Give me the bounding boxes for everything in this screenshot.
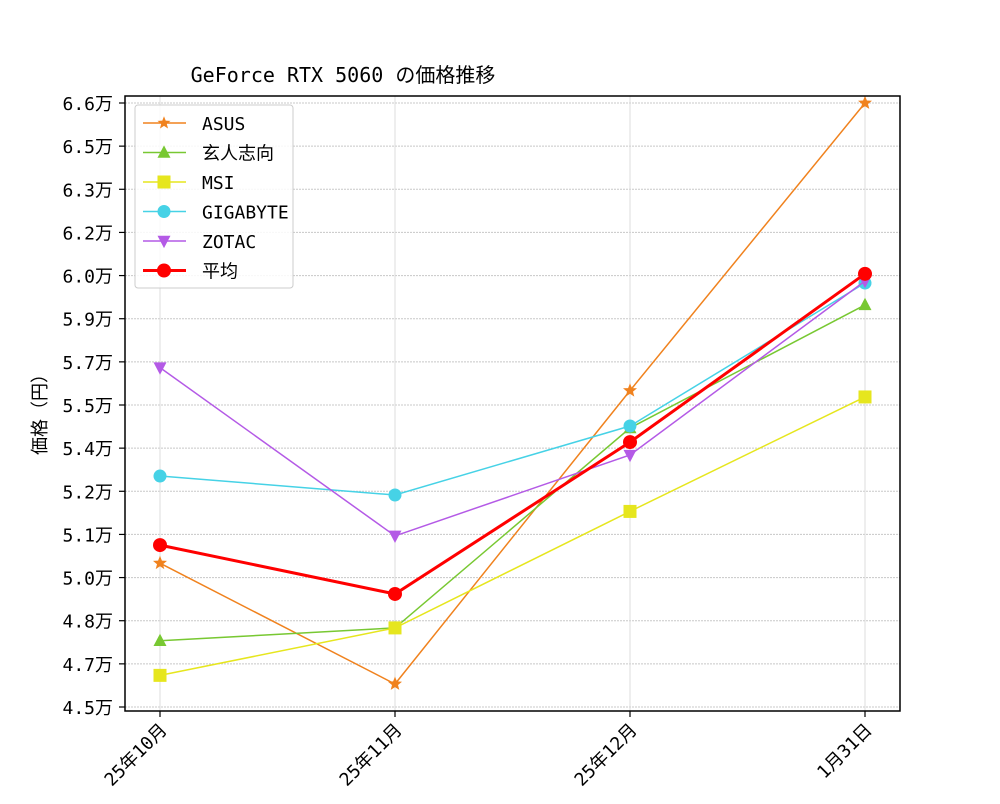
x-tick-label: 25年11月 [336,720,407,791]
legend-label: ZOTAC [202,232,256,253]
circle-marker [623,435,637,450]
circle-marker [858,266,872,281]
legend-box [134,104,294,289]
y-tick-label: 6.3万 [62,180,113,201]
series-line [159,304,866,642]
y-axis-label: 価格（円） [30,365,51,455]
x-tick-label: 25年12月 [571,720,642,791]
triangle-down-marker [153,362,167,375]
square-marker [858,390,872,404]
y-tick-label: 4.7万 [62,655,113,676]
triangle-down-marker [157,235,171,249]
legend-item: ASUS [143,114,245,135]
legend: ASUS 玄人志向 MSI GIGABYTE ZOTAC 平均 [134,104,294,289]
legend-label: GIGABYTE [202,203,289,224]
legend-label: MSI [202,173,235,194]
y-tick-label: 6.2万 [62,223,113,244]
y-tick-label: 5.1万 [62,525,113,546]
square-marker [157,175,171,189]
triangle-up-marker [153,633,167,647]
y-tick-label: 5.4万 [62,439,113,460]
circle-marker [623,419,637,433]
y-tick-label: 5.2万 [62,482,113,503]
y-tick-label: 6.5万 [62,137,113,158]
star-marker [858,95,872,109]
series-ASUS [153,95,872,690]
series-line [159,282,866,496]
x-axis: 25年10月 25年11月 25年12月 1月31日 [101,711,877,791]
series-平均 [153,266,872,601]
circle-marker [388,586,402,601]
y-tick-label: 5.9万 [62,310,113,331]
circle-marker [157,263,171,278]
series-GIGABYTE [153,276,872,502]
series-line [159,272,866,596]
x-tick-label: 1月31日 [813,720,876,783]
series-lines [153,95,872,690]
legend-label: 玄人志向 [202,144,274,165]
star-marker [157,116,171,129]
triangle-down-marker [623,449,637,463]
legend-label: 平均 [202,262,238,283]
circle-marker [153,538,167,553]
series-line [159,396,866,677]
x-tick-label: 25年10月 [101,720,172,791]
triangle-up-marker [858,297,872,311]
legend-label: ASUS [202,114,245,135]
circle-marker [157,205,171,218]
square-marker [388,621,402,635]
triangle-up-marker [157,145,171,158]
series-玄人志向 [153,297,872,647]
y-axis: 4.5万 4.7万 4.8万 5.0万 5.1万 5.2万 5.4万 5.5万 5.7万 5.9万… [62,94,125,719]
legend-item: 玄人志向 [143,144,274,165]
plot-frame [124,95,901,712]
y-tick-label: 5.5万 [62,396,113,417]
series-line [159,102,866,685]
legend-item: MSI [143,173,235,194]
triangle-down-marker [388,530,402,544]
series-MSI [153,390,872,682]
square-marker [623,504,637,518]
y-tick-label: 4.5万 [62,698,113,719]
chart-title: GeForce RTX 5060 の価格推移 [191,63,496,87]
circle-marker [153,469,167,483]
circle-marker [388,488,402,502]
square-marker [153,668,167,682]
star-marker [623,383,637,397]
y-tick-label: 6.0万 [62,267,113,288]
y-tick-label: 5.7万 [62,353,113,374]
y-tick-label: 4.8万 [62,612,113,633]
series-ZOTAC [153,275,872,544]
legend-item: 平均 [143,262,238,283]
legend-item: ZOTAC [143,232,256,253]
y-tick-label: 5.0万 [62,569,113,590]
y-tick-label: 6.6万 [62,94,113,115]
star-marker [153,555,167,570]
legend-item: GIGABYTE [143,203,289,224]
series-line [159,280,866,537]
star-marker [388,676,402,690]
